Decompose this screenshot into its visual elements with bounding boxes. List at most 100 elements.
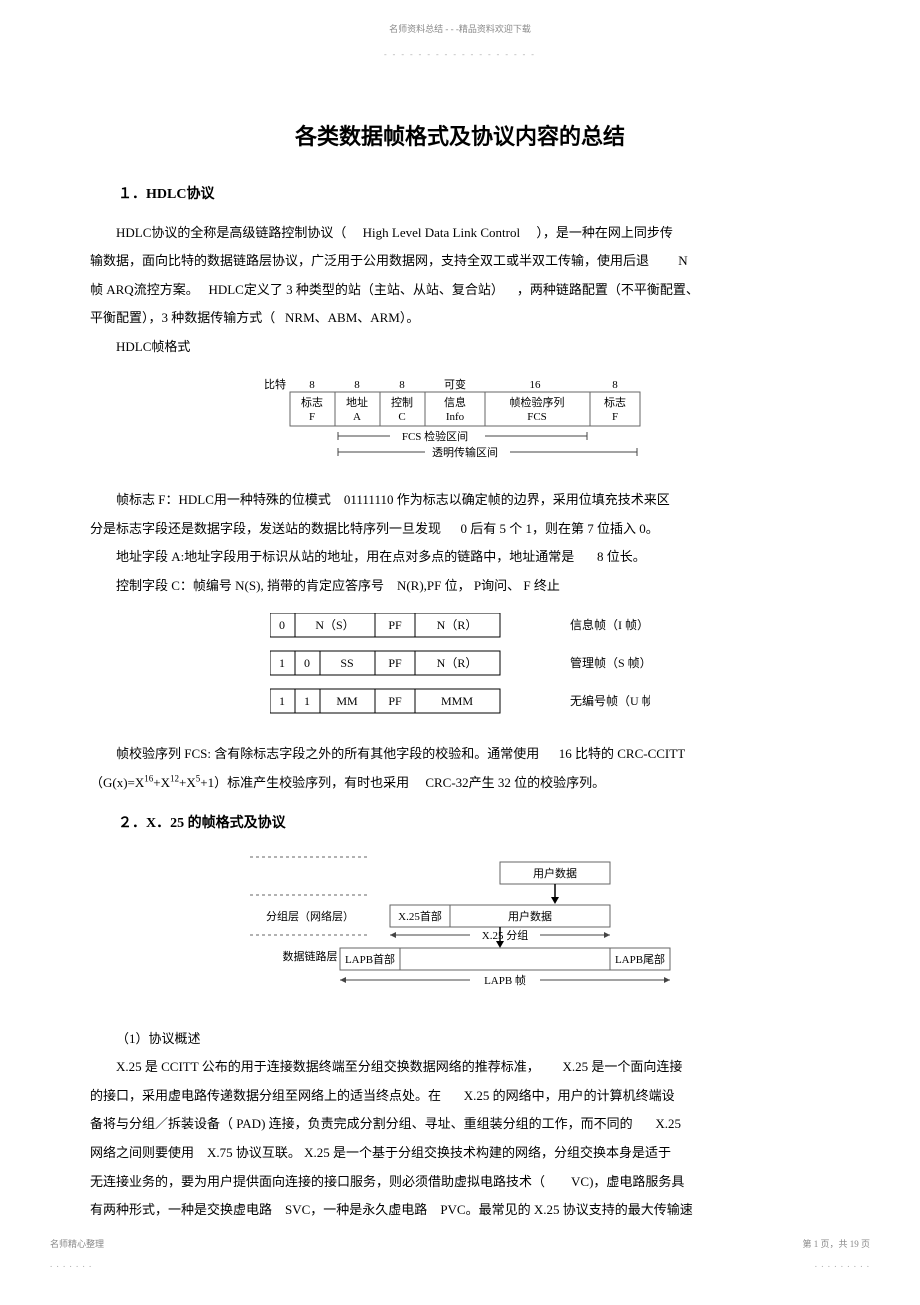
svg-text:X.25 分组: X.25 分组 — [482, 928, 528, 942]
svg-text:1: 1 — [279, 656, 285, 670]
page-title: 各类数据帧格式及协议内容的总结 — [90, 113, 830, 161]
svg-text:16: 16 — [530, 379, 542, 391]
svg-text:1: 1 — [279, 694, 285, 708]
svg-text:1: 1 — [304, 694, 310, 708]
text: HDLC定义了 3 种类型的站（主站、从站、复合站） — [208, 282, 503, 297]
x25-layer-diagram: 分组层（网络层） 数据链路层 用户数据 X.25首部 用户数据 X.25 分组 … — [90, 852, 830, 1013]
footer-right: 第 1 页，共 19 页 . . . . . . . . . — [802, 1235, 870, 1275]
footer-left-dots: . . . . . . . — [50, 1255, 104, 1275]
text: 有两种形式，一种是交换虚电路 — [90, 1202, 272, 1217]
svg-text:PF: PF — [388, 694, 402, 708]
svg-text:分组层（网络层）: 分组层（网络层） — [266, 909, 354, 923]
text: 分是标志字段还是数据字段，发送站的数据比特序列一旦发现 — [90, 521, 441, 536]
text: 无连接业务的，要为用户提供面向连接的接口服务，则必须借助虚拟电路技术（ — [90, 1174, 545, 1189]
text: PVC。最常见的 X.25 协议支持的最大传输速 — [440, 1202, 692, 1217]
svg-text:0: 0 — [279, 618, 285, 632]
superscript: 16 — [144, 773, 153, 783]
svg-text:F: F — [612, 411, 618, 423]
svg-text:A: A — [353, 411, 361, 423]
svg-text:管理帧（S 帧）: 管理帧（S 帧） — [570, 655, 650, 670]
frame-types-diagram: 0 N（S） PF N（R） 信息帧（I 帧） 1 0 SS PF N（R） 管… — [90, 613, 830, 729]
svg-text:帧检验序列: 帧检验序列 — [510, 395, 565, 409]
text: 网络之间则要使用 — [90, 1145, 194, 1160]
svg-text:N（R）: N（R） — [437, 618, 478, 632]
svg-text:0: 0 — [304, 656, 310, 670]
text: X.25 是 CCITT 公布的用于连接数据终端至分组交换数据网络的推荐标准， — [116, 1059, 540, 1074]
paragraph: 帧 ARQ流控方案。 HDLC定义了 3 种类型的站（主站、从站、复合站） ，两… — [90, 276, 830, 305]
text: 帧 ARQ流控方案。 — [90, 282, 199, 297]
svg-text:X.25首部: X.25首部 — [398, 909, 442, 923]
svg-text:用户数据: 用户数据 — [533, 866, 577, 880]
svg-text:8: 8 — [612, 379, 618, 391]
text: 输数据，面向比特的数据链路层协议，广泛用于公用数据网，支持全双工或半双工传输，使… — [90, 253, 649, 268]
svg-text:8: 8 — [399, 379, 405, 391]
svg-text:LAPB 帧: LAPB 帧 — [484, 973, 526, 987]
text: 的接口，采用虚电路传递数据分组至网络上的适当终点处。在 — [90, 1088, 441, 1103]
paragraph: 有两种形式，一种是交换虚电路 SVC，一种是永久虚电路 PVC。最常见的 X.2… — [90, 1196, 830, 1225]
svg-text:信息: 信息 — [444, 395, 466, 409]
svg-text:MMM: MMM — [441, 694, 473, 708]
svg-text:N（S）: N（S） — [315, 618, 354, 632]
paragraph: 分是标志字段还是数据字段，发送站的数据比特序列一旦发现 0 后有 5 个 1，则… — [90, 515, 830, 544]
svg-text:FCS: FCS — [527, 411, 547, 423]
subsection-heading: （1）协议概述 — [90, 1025, 830, 1054]
paragraph: HDLC帧格式 — [90, 333, 830, 362]
svg-text:标志: 标志 — [301, 395, 323, 409]
footer-left: 名师精心整理 . . . . . . . — [50, 1235, 104, 1275]
paragraph: 输数据，面向比特的数据链路层协议，广泛用于公用数据网，支持全双工或半双工传输，使… — [90, 247, 830, 276]
text: X.25 — [655, 1116, 681, 1131]
paragraph: 帧校验序列 FCS: 含有除标志字段之外的所有其他字段的校验和。通常使用 16 … — [90, 740, 830, 769]
footer-left-text: 名师精心整理 — [50, 1235, 104, 1255]
section-1-heading: １．HDLC协议 — [90, 180, 830, 211]
page-header-note: 名师资料总结 - - -精品资料欢迎下载 — [90, 20, 830, 40]
svg-text:C: C — [398, 411, 405, 423]
text: X.75 协议互联。 X.25 是一个基于分组交换技术构建的网络，分组交换本身是… — [207, 1145, 671, 1160]
text: X.25 的网络中，用户的计算机终端设 — [464, 1088, 675, 1103]
svg-text:信息帧（I 帧）: 信息帧（I 帧） — [570, 617, 649, 632]
paragraph: 备将与分组／拆装设备（ PAD) 连接，负责完成分割分组、寻址、重组装分组的工作… — [90, 1110, 830, 1139]
text: HDLC协议的全称是高级链路控制协议（ — [116, 225, 346, 240]
svg-text:透明传输区间: 透明传输区间 — [432, 445, 498, 459]
paragraph: （G(x)=X16+X12+X5+1）标准产生校验序列，有时也采用 CRC-32… — [90, 769, 830, 798]
svg-text:无编号帧（U 帧）: 无编号帧（U 帧） — [570, 693, 650, 708]
paragraph: 平衡配置），3 种数据传输方式（ NRM、ABM、ARM）。 — [90, 304, 830, 333]
text: N — [678, 253, 687, 268]
text: High Level Data Link Control — [363, 225, 520, 240]
svg-text:地址: 地址 — [346, 395, 368, 409]
paragraph: 控制字段 C：帧编号 N(S), 捎带的肯定应答序号 N(R),PF 位， P询… — [90, 572, 830, 601]
svg-text:用户数据: 用户数据 — [508, 909, 552, 923]
svg-text:SS: SS — [340, 656, 353, 670]
paragraph: 的接口，采用虚电路传递数据分组至网络上的适当终点处。在 X.25 的网络中，用户… — [90, 1082, 830, 1111]
text: +1）标准产生校验序列，有时也采用 — [200, 775, 409, 790]
text: 控制字段 C：帧编号 N(S), 捎带的肯定应答序号 — [116, 578, 384, 593]
text: 帧校验序列 FCS: 含有除标志字段之外的所有其他字段的校验和。通常使用 — [116, 746, 539, 761]
svg-text:Info: Info — [446, 411, 465, 423]
text: VC)，虚电路服务具 — [571, 1174, 684, 1189]
paragraph: 无连接业务的，要为用户提供面向连接的接口服务，则必须借助虚拟电路技术（ VC)，… — [90, 1168, 830, 1197]
text: CRC-32产生 32 位的校验序列。 — [425, 775, 605, 790]
text: 8 位长。 — [597, 549, 646, 564]
footer-right-dots: . . . . . . . . . — [802, 1255, 870, 1275]
paragraph: HDLC协议的全称是高级链路控制协议（ High Level Data Link… — [90, 219, 830, 248]
svg-text:可变: 可变 — [444, 377, 466, 391]
text: X.25 是一个面向连接 — [562, 1059, 682, 1074]
svg-text:8: 8 — [309, 379, 315, 391]
svg-text:数据链路层: 数据链路层 — [283, 949, 338, 963]
text: N(R),PF 位， P询问、 F 终止 — [397, 578, 560, 593]
text: ，两种链路配置（不平衡配置、 — [517, 282, 699, 297]
text: 16 比特的 CRC-CCITT — [559, 746, 685, 761]
hdlc-frame-diagram: 比特 8 8 8 可变 16 8 标志 F 地址 A 控制 C 信息 Info … — [90, 374, 830, 475]
text: 平衡配置），3 种数据传输方式（ — [90, 310, 275, 325]
table-label: 比特 — [264, 377, 286, 391]
svg-text:N（R）: N（R） — [437, 656, 478, 670]
page-header-dots: - - - - - - - - - - - - - - - - - - — [90, 46, 830, 64]
text: （G(x)=X — [90, 775, 144, 790]
svg-text:FCS 检验区间: FCS 检验区间 — [402, 429, 468, 443]
svg-text:LAPB首部: LAPB首部 — [345, 952, 395, 966]
footer-right-text: 第 1 页，共 19 页 — [802, 1235, 870, 1255]
section-2-heading: ２．X．25 的帧格式及协议 — [90, 809, 830, 840]
paragraph: 帧标志 F：HDLC用一种特殊的位模式 01111110 作为标志以确定帧的边界… — [90, 486, 830, 515]
text: ），是一种在网上同步传 — [536, 225, 673, 240]
text: 01111110 作为标志以确定帧的边界，采用位填充技术来区 — [344, 492, 670, 507]
text: NRM、ABM、ARM）。 — [285, 310, 419, 325]
